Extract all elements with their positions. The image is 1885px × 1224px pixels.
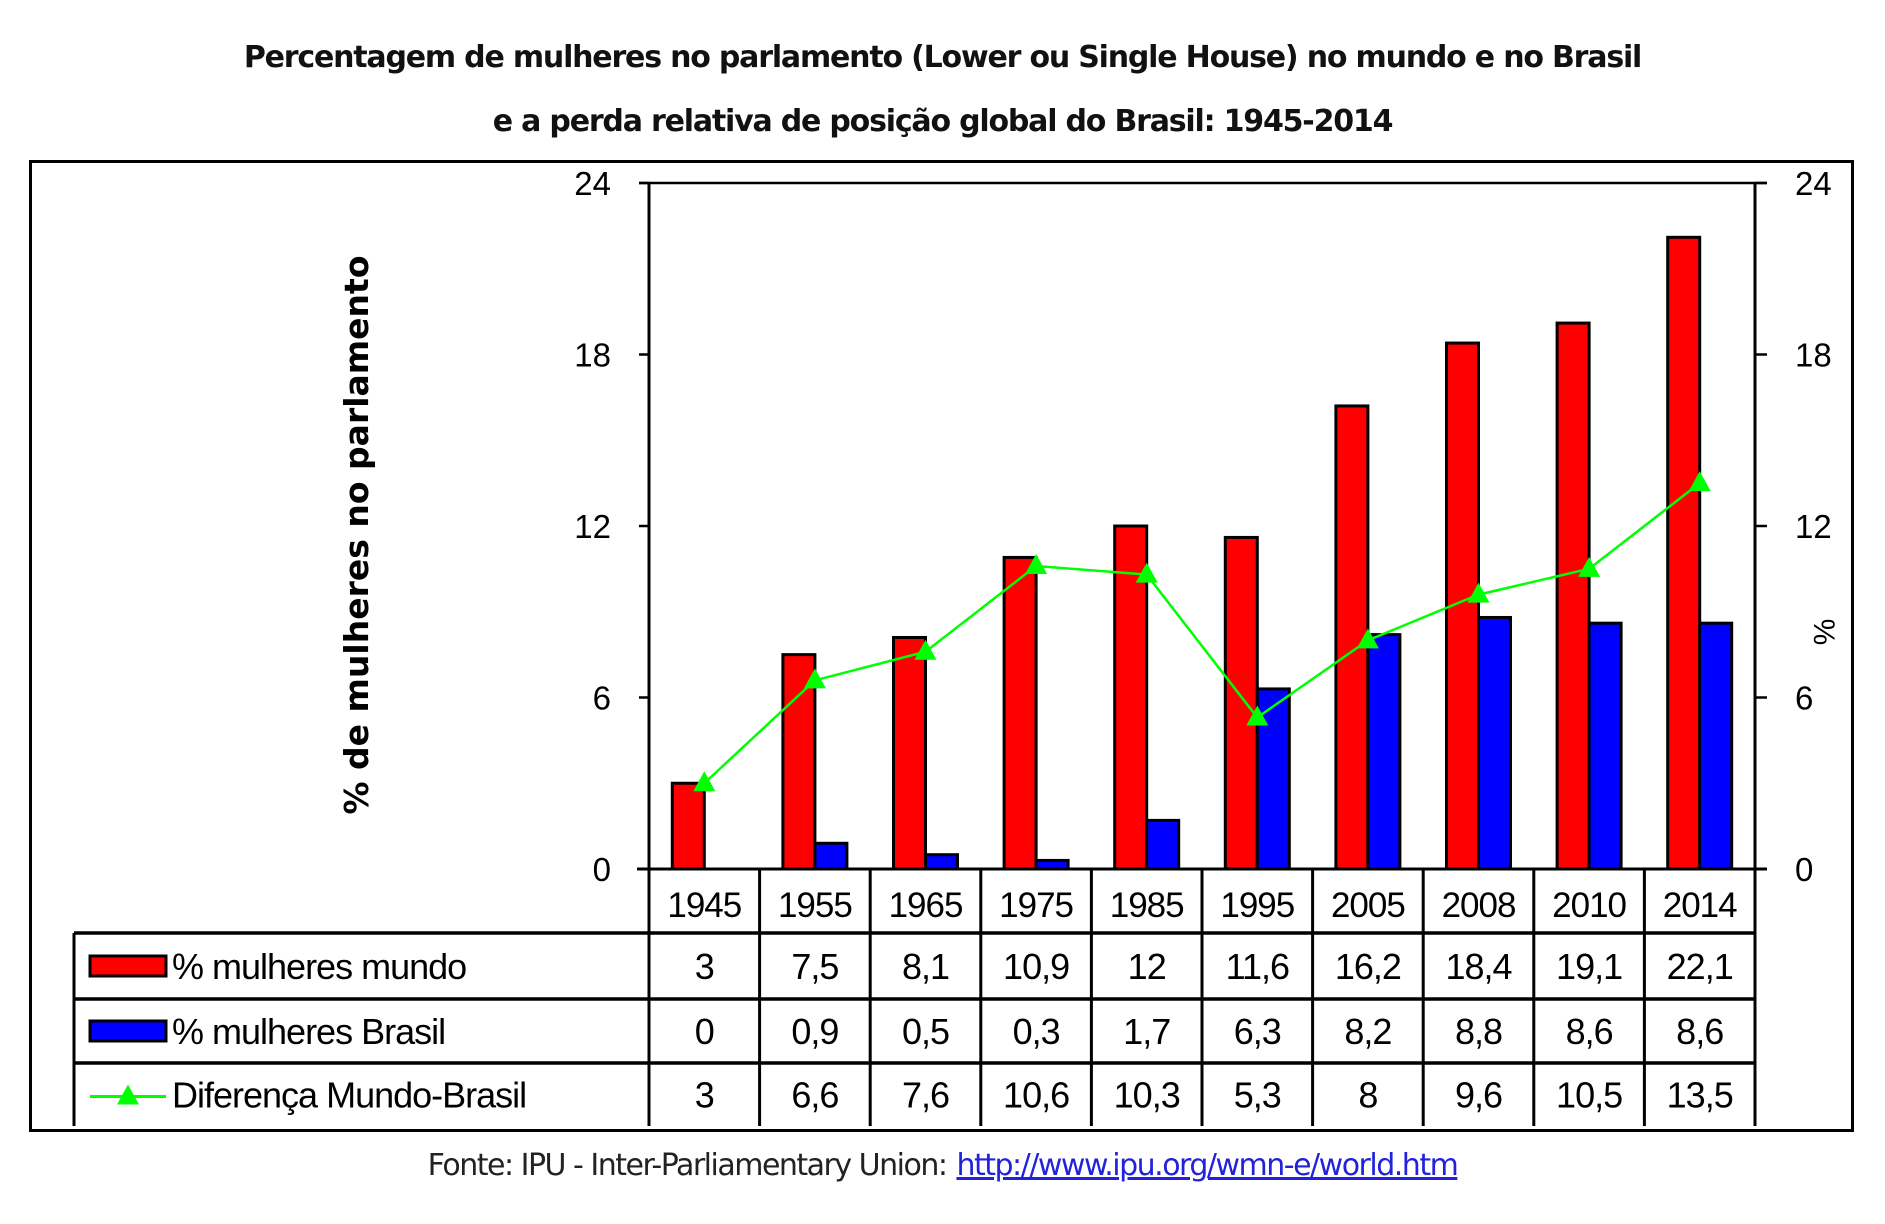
x-tick-label: 1975 [999, 886, 1073, 925]
bar-brasil-2005 [1366, 633, 1402, 871]
y-tick-label-left: 12 [574, 508, 611, 545]
source-label: Fonte: IPU - Inter-Parliamentary Union: [427, 1148, 948, 1183]
bar-mundo-2010 [1555, 321, 1591, 871]
x-tick-label: 1985 [1110, 886, 1184, 925]
chart-title: Percentagem de mulheres no parlamento (L… [243, 40, 1642, 75]
y-tick-label-right: 18 [1795, 337, 1832, 374]
data-table: 1945 1955 1965 1975 1985 1995 2005 2008 2010 2014… [72, 869, 1757, 1126]
table-cell-value: 0,5 [902, 1011, 949, 1052]
x-tick-label: 2010 [1552, 886, 1626, 925]
legend-key-red-bar [88, 954, 168, 978]
y-axis-label: % de mulheres no parlamento [337, 255, 376, 814]
bar-brasil-2014 [1698, 621, 1734, 871]
table-cell-value: 19,1 [1556, 946, 1622, 987]
table-cell-value: 12 [1128, 946, 1166, 987]
y-tick-label-right: 12 [1795, 508, 1832, 545]
bar-mundo-1985 [1113, 524, 1149, 871]
table-cell-value: 8,6 [1676, 1011, 1723, 1052]
y-tick-label-left: 6 [593, 680, 611, 717]
difference-line [693, 471, 1711, 792]
bar-mundo-2014 [1666, 235, 1702, 871]
x-tick-label: 2005 [1331, 886, 1405, 925]
legend-key-triangle-icon [117, 1084, 139, 1105]
line-marker-2005 [1356, 628, 1379, 649]
table-cell-value: 6,3 [1234, 1011, 1281, 1052]
difference-line-path [703, 482, 1701, 785]
table-cell-value: 10,6 [1003, 1075, 1069, 1116]
line-marker-1945 [693, 771, 716, 792]
y-tick-label-right: 6 [1795, 680, 1813, 717]
table-cell-value: 1,7 [1123, 1011, 1170, 1052]
line-marker-1955 [803, 668, 826, 689]
line-marker-2008 [1467, 582, 1490, 603]
x-tick-label: 2014 [1663, 886, 1737, 925]
table-cell-value: 0,3 [1013, 1011, 1060, 1052]
table-cell-value: 3 [695, 946, 714, 987]
y-tick-label-left: 18 [574, 337, 611, 374]
table-cell-value: 8 [1358, 1075, 1377, 1116]
table-cell-value: 7,6 [902, 1075, 949, 1116]
chart-subtitle: e a perda relativa de posição global do … [492, 104, 1394, 139]
line-marker-1975 [1025, 554, 1048, 575]
bar-brasil-2010 [1587, 621, 1623, 871]
bars [670, 235, 1734, 871]
table-cell-value: 8,1 [902, 946, 949, 987]
bar-mundo-1995 [1223, 535, 1259, 871]
x-tick-label: 2008 [1442, 886, 1516, 925]
table-cell-value: 6,6 [791, 1075, 838, 1116]
bar-brasil-1965 [924, 853, 959, 871]
bar-brasil-2008 [1477, 615, 1512, 871]
table-cell-value: 10,9 [1003, 946, 1069, 987]
bar-mundo-1975 [1002, 555, 1038, 871]
line-marker-2014 [1688, 471, 1711, 492]
x-tick-label: 1945 [667, 886, 741, 925]
table-cell-value: 8,8 [1455, 1011, 1502, 1052]
bar-mundo-2005 [1334, 404, 1370, 871]
source-line: Fonte: IPU - Inter-Parliamentary Union: h… [0, 1148, 1885, 1183]
y-tick-label-right: 24 [1795, 165, 1832, 202]
table-cell-value: 7,5 [791, 946, 838, 987]
x-tick-label: 1995 [1220, 886, 1294, 925]
source-link[interactable]: http://www.ipu.org/wmn-e/world.htm [956, 1148, 1458, 1183]
bar-mundo-1945 [670, 781, 706, 871]
table-cell-value: 16,2 [1335, 946, 1401, 987]
table-cell-value: 3 [695, 1075, 714, 1116]
legend-label: Diferença Mundo-Brasil [172, 1075, 526, 1116]
legend-key-blue-bar [88, 1019, 168, 1043]
table-cell-value: 8,2 [1344, 1011, 1391, 1052]
legend-label: % mulheres Brasil [172, 1011, 445, 1052]
table-cell-value: 11,6 [1226, 946, 1289, 987]
y-tick-label-right: 0 [1795, 851, 1813, 888]
bar-brasil-1975 [1034, 858, 1070, 871]
y-axis-label-right: % [1807, 619, 1840, 646]
table-cell-value: 0 [695, 1011, 714, 1052]
bar-mundo-1965 [892, 635, 927, 871]
chart-frame [29, 160, 1854, 1132]
table-cell-value: 0,9 [791, 1011, 838, 1052]
line-marker-2010 [1578, 556, 1601, 577]
x-tick-label: 1955 [778, 886, 852, 925]
y-tick-label-left: 24 [574, 165, 611, 202]
legend-label: % mulheres mundo [172, 946, 466, 987]
x-tick-label: 1965 [889, 886, 963, 925]
bar-mundo-1955 [781, 653, 817, 871]
bar-brasil-1985 [1145, 818, 1181, 871]
bar-brasil-1955 [813, 841, 849, 871]
line-marker-1985 [1135, 562, 1158, 583]
table-cell-value: 8,6 [1566, 1011, 1613, 1052]
table-cell-value: 18,4 [1445, 946, 1511, 987]
line-marker-1995 [1246, 705, 1269, 726]
table-cell-value: 5,3 [1234, 1075, 1281, 1116]
line-marker-1965 [914, 639, 937, 660]
table-cell-value: 22,1 [1667, 946, 1733, 987]
table-cell-value: 10,5 [1556, 1075, 1622, 1116]
table-cell-value: 10,3 [1114, 1075, 1180, 1116]
table-cell-value: 9,6 [1455, 1075, 1502, 1116]
table-cell-value: 13,5 [1667, 1075, 1733, 1116]
y-tick-label-left: 0 [593, 851, 611, 888]
